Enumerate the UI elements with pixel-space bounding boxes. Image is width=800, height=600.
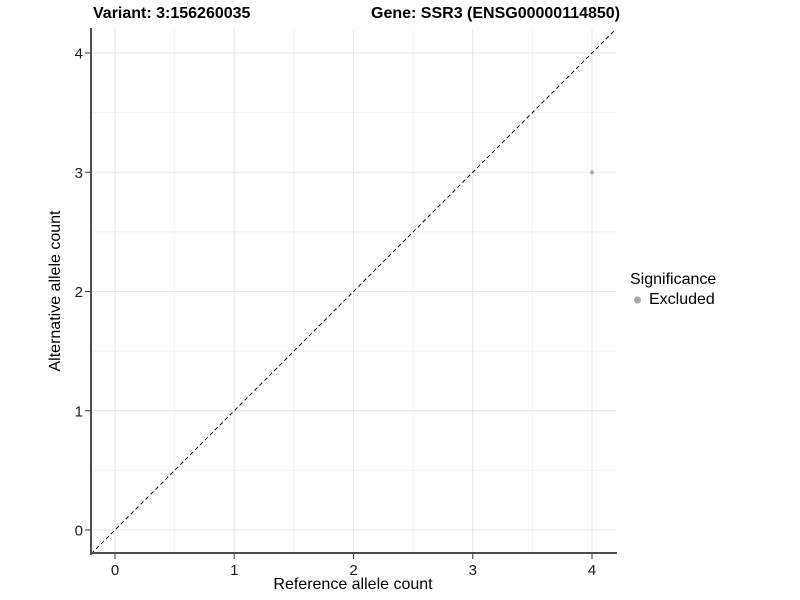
x-tick-label: 4 xyxy=(588,562,596,579)
x-tick-label: 3 xyxy=(469,562,477,579)
y-axis-title: Alternative allele count xyxy=(47,210,64,372)
identity-line xyxy=(90,28,617,555)
data-point xyxy=(589,170,595,175)
legend: Significance Excluded xyxy=(630,270,716,310)
legend-entry-label: Excluded xyxy=(649,291,715,308)
y-tick-label: 1 xyxy=(75,403,83,420)
legend-entry-excluded: Excluded xyxy=(630,290,716,310)
x-tick-label: 0 xyxy=(111,562,119,579)
legend-key-dot-icon xyxy=(633,296,642,304)
legend-title: Significance xyxy=(630,271,717,288)
legend-dot xyxy=(633,296,642,304)
y-tick-label: 0 xyxy=(75,523,83,540)
x-tick-label: 1 xyxy=(230,562,238,579)
x-axis-title: Reference allele count xyxy=(273,576,433,593)
y-tick-label: 4 xyxy=(75,46,83,63)
y-tick-label: 3 xyxy=(75,165,83,182)
x-tick-label: 2 xyxy=(349,562,357,579)
y-tick-label: 2 xyxy=(75,284,83,301)
plot-title-gene: Gene: SSR3 (ENSG00000114850) xyxy=(371,5,621,22)
plot-title-variant: Variant: 3:156260035 xyxy=(93,5,251,22)
